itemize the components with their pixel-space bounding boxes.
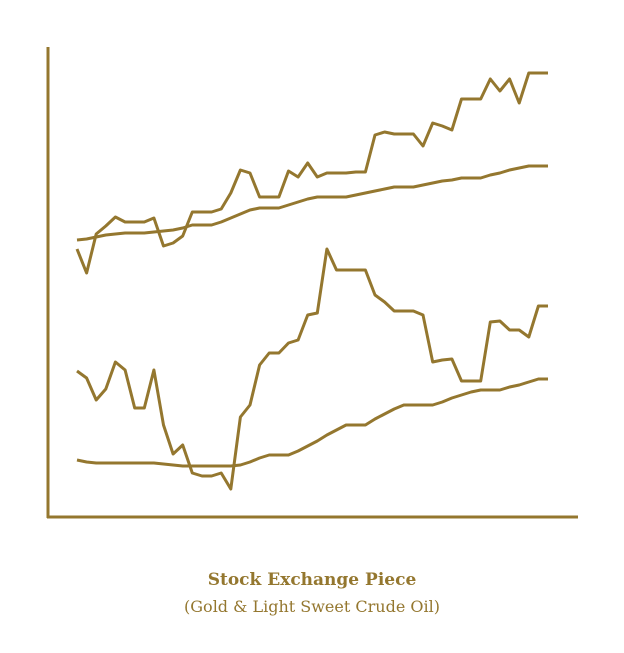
- chart-title: Stock Exchange Piece: [208, 570, 417, 590]
- line-series: [75, 71, 548, 275]
- line-series: [76, 164, 548, 242]
- chart-subtitle: (Gold & Light Sweet Crude Oil): [184, 597, 440, 616]
- line-series: [76, 377, 548, 468]
- line-series: [76, 247, 548, 491]
